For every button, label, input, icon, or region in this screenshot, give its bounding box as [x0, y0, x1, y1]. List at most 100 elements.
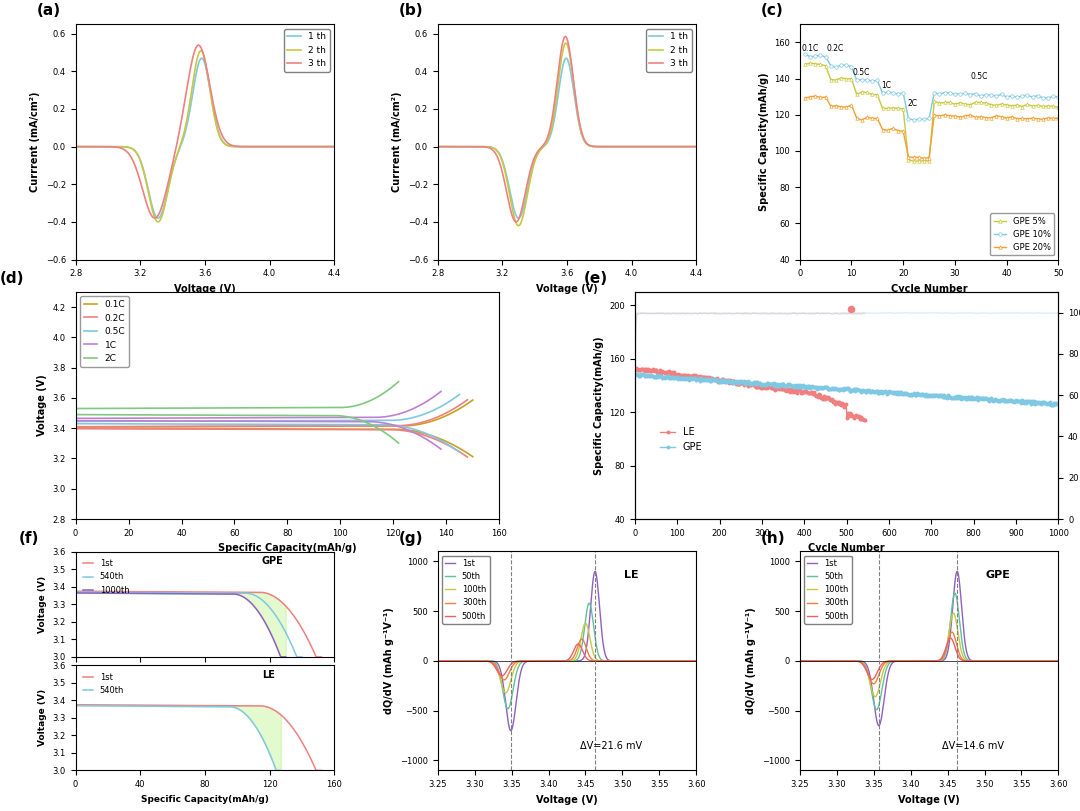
1C: [401, 425, 414, 435]
GPE 5%: [798, 60, 811, 70]
GPE 5%: [933, 98, 946, 108]
2C: [362, 418, 375, 428]
1st: [458, 656, 471, 666]
2 th: [683, 142, 696, 152]
LE: [847, 411, 860, 421]
500th: [431, 656, 444, 666]
X-axis label: Voltage (V): Voltage (V): [536, 284, 598, 294]
Line: 100th: 100th: [437, 623, 697, 693]
GPE 10%: [948, 89, 961, 99]
3 th: [559, 32, 572, 41]
300th: [638, 656, 651, 666]
1 th: [635, 142, 648, 152]
GPE 10%: [1037, 93, 1050, 103]
GPE 5%: [913, 156, 926, 165]
GPE 10%: [922, 114, 935, 123]
Y-axis label: Voltage (V): Voltage (V): [37, 375, 46, 436]
540th: [159, 588, 172, 598]
1st: [536, 656, 549, 666]
GPE 10%: [1021, 91, 1034, 101]
1000th: [69, 588, 82, 598]
1st: [690, 656, 703, 666]
GPE 5%: [835, 73, 848, 83]
GPE 10%: [902, 114, 915, 123]
0.2C: [302, 424, 315, 434]
540th: [136, 702, 149, 711]
2 th: [557, 43, 570, 53]
100th: [794, 656, 807, 666]
0.5C: [417, 427, 430, 437]
GPE 20%: [1011, 114, 1024, 123]
GPE 10%: [855, 75, 868, 84]
GPE 10%: [798, 49, 811, 59]
2 th: [321, 142, 334, 152]
50th: [633, 656, 646, 666]
GPE 10%: [1052, 92, 1065, 102]
Line: 100th: 100th: [800, 613, 1058, 697]
GPE: [1053, 400, 1066, 410]
3 th: [444, 142, 457, 152]
500th: [638, 656, 651, 666]
Line: 500th: 500th: [800, 638, 1058, 680]
Text: (c): (c): [761, 3, 784, 18]
50th: [582, 599, 595, 608]
Line: 1st: 1st: [437, 572, 697, 731]
540th: [217, 702, 230, 711]
Line: 2C: 2C: [76, 414, 399, 443]
2 th: [69, 142, 82, 152]
GPE 5%: [995, 99, 1008, 109]
GPE 20%: [1021, 114, 1034, 123]
300th: [945, 627, 958, 637]
1 th: [69, 142, 82, 152]
3 th: [321, 142, 334, 152]
300th: [431, 656, 444, 666]
Line: 3 th: 3 th: [76, 45, 334, 218]
1000th: [280, 652, 293, 662]
1000th: [220, 589, 233, 599]
Text: LE: LE: [624, 570, 638, 580]
2 th: [444, 142, 457, 152]
Text: 0.1C: 0.1C: [801, 45, 819, 54]
1st: [899, 656, 912, 666]
GPE: [783, 380, 796, 390]
1st: [98, 700, 111, 710]
3 th: [635, 142, 648, 152]
GPE 5%: [876, 104, 889, 114]
1st: [310, 766, 323, 775]
100th: [638, 656, 651, 666]
100th: [545, 656, 558, 666]
GPE 10%: [814, 50, 827, 60]
500th: [1052, 656, 1065, 666]
GPE 20%: [819, 92, 832, 102]
2 th: [559, 38, 572, 48]
Y-axis label: Specific Capacity(mAh/g): Specific Capacity(mAh/g): [594, 337, 604, 474]
Y-axis label: Specific Capacity(mAh/g): Specific Capacity(mAh/g): [758, 73, 769, 211]
3 th: [550, 79, 563, 89]
GPE 20%: [1052, 114, 1065, 123]
0.5C: [296, 419, 309, 429]
GPE 5%: [980, 98, 993, 108]
Text: GPE: GPE: [986, 570, 1011, 580]
0.1C: [69, 423, 82, 433]
Point: [842, 303, 860, 315]
GPE 5%: [917, 156, 930, 165]
1 th: [559, 54, 572, 63]
GPE 20%: [829, 101, 842, 110]
50th: [609, 656, 622, 666]
500th: [899, 656, 912, 666]
Y-axis label: Voltage (V): Voltage (V): [38, 576, 46, 633]
500th: [794, 656, 807, 666]
1 th: [82, 142, 95, 152]
GPE 10%: [1005, 91, 1018, 101]
1st: [247, 701, 260, 710]
Legend: 1st, 50th, 100th, 300th, 500th: 1st, 50th, 100th, 300th, 500th: [442, 556, 489, 624]
300th: [458, 656, 471, 666]
50th: [431, 656, 444, 666]
540th: [233, 588, 246, 598]
Text: 1C: 1C: [881, 80, 891, 90]
Line: 1st: 1st: [76, 705, 322, 770]
540th: [94, 701, 107, 710]
Legend: 1 th, 2 th, 3 th: 1 th, 2 th, 3 th: [284, 29, 329, 72]
GPE 20%: [964, 110, 977, 120]
GPE 5%: [819, 61, 832, 71]
